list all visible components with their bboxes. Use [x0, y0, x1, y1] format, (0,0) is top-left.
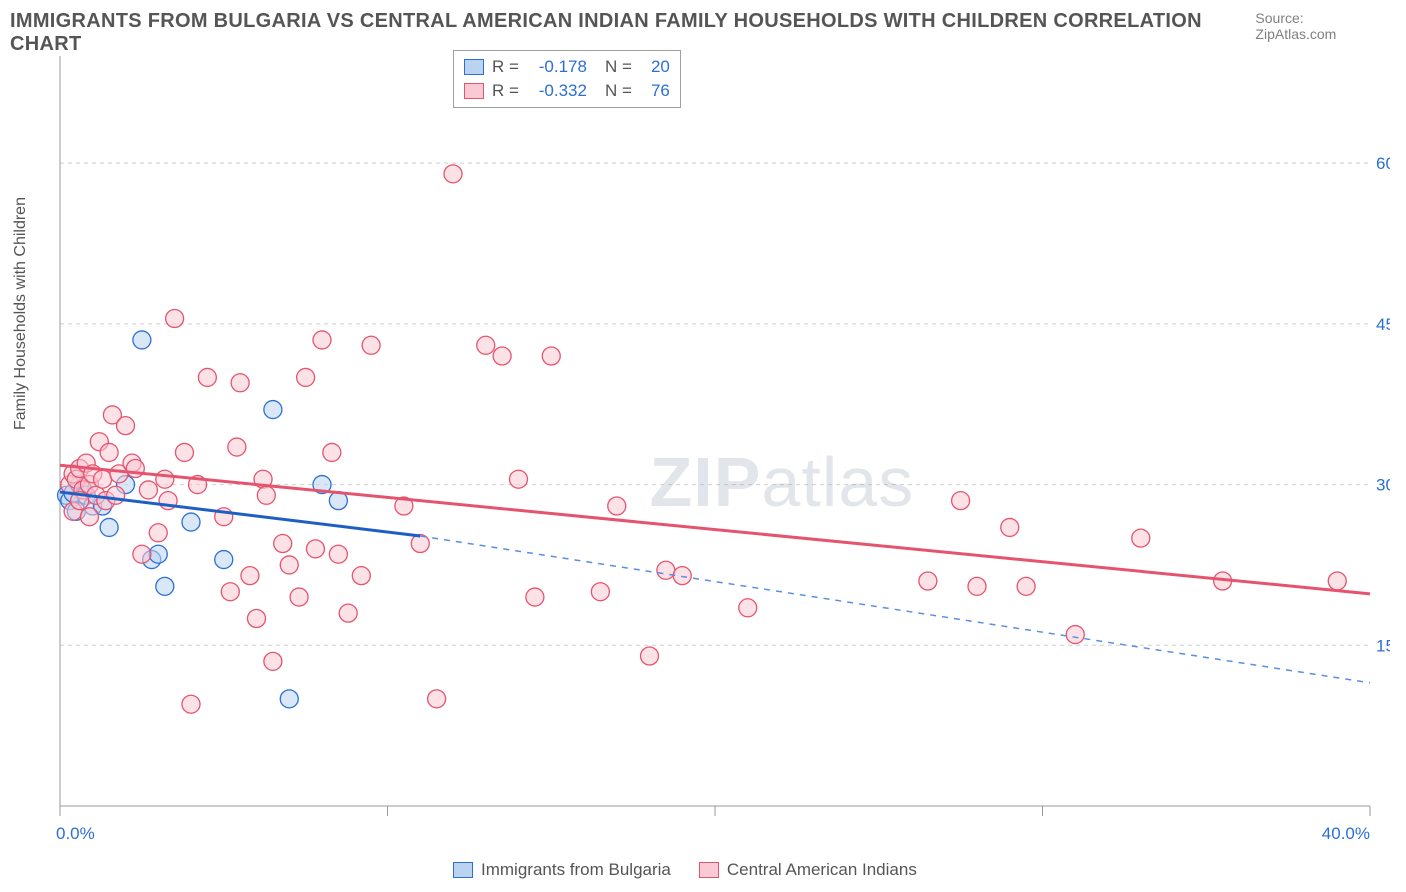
n-value: 20 — [640, 57, 670, 77]
legend-item: Central American Indians — [699, 860, 917, 880]
x-axis-min-label: 0.0% — [56, 824, 95, 844]
legend-swatch — [699, 862, 719, 878]
legend-label: Immigrants from Bulgaria — [481, 860, 671, 880]
n-label: N = — [605, 81, 632, 101]
svg-text:30.0%: 30.0% — [1376, 476, 1390, 495]
r-value: -0.178 — [527, 57, 587, 77]
chart-container: 15.0%30.0%45.0%60.0% ZIPatlas R =-0.178N… — [50, 46, 1390, 886]
scatter-chart: 15.0% 30.0% 45.0% 60.0% — [50, 46, 1390, 846]
legend-item: Immigrants from Bulgaria — [453, 860, 671, 880]
correlation-box: R = -0.178 N = 20 R = -0.332 N = 76 — [453, 50, 681, 108]
bottom-legend: Immigrants from Bulgaria Central American… — [453, 860, 917, 880]
svg-text:45.0%: 45.0% — [1376, 315, 1390, 334]
svg-text:15.0%: 15.0% — [1376, 636, 1390, 655]
n-value: 76 — [640, 81, 670, 101]
legend-swatch — [464, 59, 484, 75]
r-label: R = — [492, 81, 519, 101]
legend-label: Central American Indians — [727, 860, 917, 880]
correlation-row: R = -0.178 N = 20 — [464, 55, 670, 79]
r-label: R = — [492, 57, 519, 77]
source-attribution: Source: ZipAtlas.com — [1255, 10, 1386, 42]
correlation-row: R = -0.332 N = 76 — [464, 79, 670, 103]
x-axis-max-label: 40.0% — [1322, 824, 1370, 844]
r-value: -0.332 — [527, 81, 587, 101]
svg-text:60.0%: 60.0% — [1376, 154, 1390, 173]
legend-swatch — [464, 83, 484, 99]
y-axis-title: Family Households with Children — [12, 197, 30, 430]
n-label: N = — [605, 57, 632, 77]
legend-swatch — [453, 862, 473, 878]
